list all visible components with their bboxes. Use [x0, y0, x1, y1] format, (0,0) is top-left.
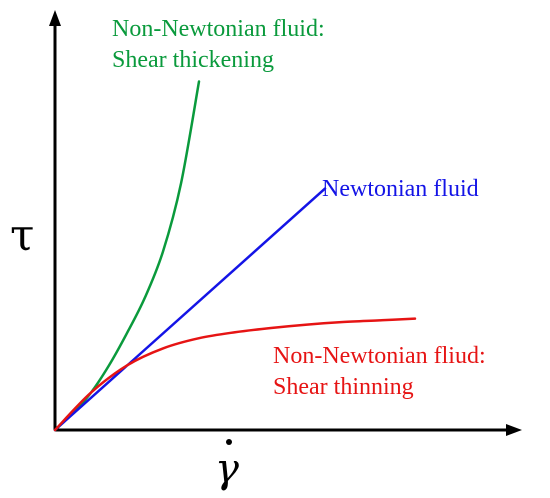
label-layer: Non-Newtonian fluid: Shear thickening Newt… — [112, 16, 486, 400]
x-axis-label-dot — [226, 439, 232, 445]
series-line-shear-thickening — [53, 80, 201, 432]
axes — [49, 10, 522, 436]
y-axis-label: τ — [10, 210, 34, 261]
series-label-newtonian-line-1: Newtonian fluid — [322, 176, 479, 202]
series-line-newtonian — [53, 187, 327, 432]
series-label-shear-thinning-line-1: Non-Newtonian fliud: — [273, 343, 486, 369]
series-line-shear-thinning — [53, 317, 417, 432]
x-axis-label: γ — [215, 446, 239, 492]
series-label-shear-thinning-line-2: Shear thinning — [273, 374, 414, 400]
series-label-shear-thickening-line-1: Non-Newtonian fluid: — [112, 16, 325, 42]
series-layer — [53, 80, 417, 432]
y-axis-arrow — [49, 10, 61, 26]
x-axis-arrow — [506, 424, 522, 436]
series-label-shear-thickening-line-2: Shear thickening — [112, 47, 274, 73]
